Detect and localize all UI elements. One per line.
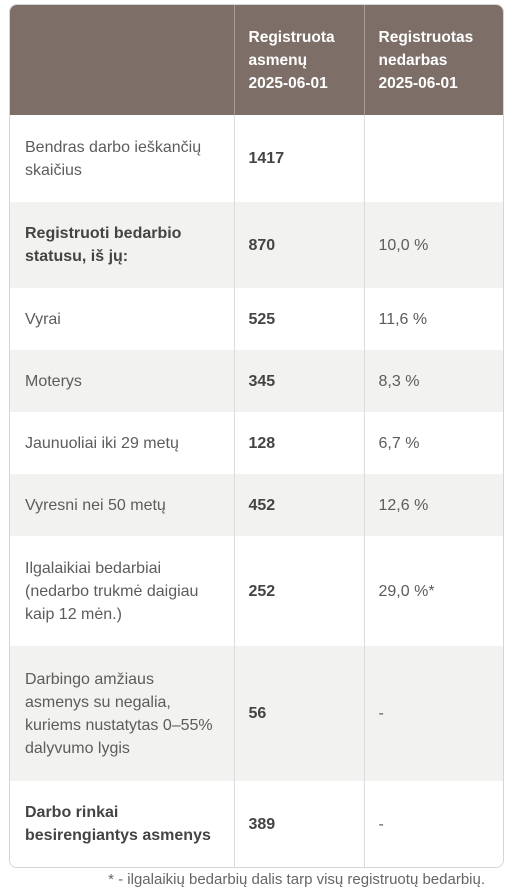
row-label: Registruoti bedarbio statusu, iš jų: xyxy=(10,202,234,288)
row-label: Vyresni nei 50 metų xyxy=(10,474,234,536)
row-count: 525 xyxy=(233,288,364,350)
table-row: Bendras darbo ieškančių skaičius 1417 xyxy=(10,115,503,202)
row-label: Jaunuoliai iki 29 metų xyxy=(10,412,234,474)
row-label: Moterys xyxy=(10,350,234,412)
row-label: Darbo rinkai besirengiantys asmenys xyxy=(10,781,234,867)
statistics-table-container: Registruota asmenų 2025-06-01 Registruot… xyxy=(9,4,504,868)
table-row: Registruoti bedarbio statusu, iš jų: 870… xyxy=(10,202,503,288)
row-rate: 10,0 % xyxy=(363,202,503,288)
unemployment-statistics-table: Registruota asmenų 2025-06-01 Registruot… xyxy=(10,5,503,867)
row-count: 1417 xyxy=(233,115,364,202)
row-rate: 8,3 % xyxy=(363,350,503,412)
table-header-row: Registruota asmenų 2025-06-01 Registruot… xyxy=(10,5,503,115)
row-count: 252 xyxy=(233,536,364,646)
row-label: Bendras darbo ieškančių skaičius xyxy=(10,115,234,202)
table-row: Jaunuoliai iki 29 metų 128 6,7 % xyxy=(10,412,503,474)
row-count: 870 xyxy=(233,202,364,288)
table-row: Ilgalaikiai bedarbiai (nedarbo trukmė da… xyxy=(10,536,503,646)
table-row: Moterys 345 8,3 % xyxy=(10,350,503,412)
row-rate: 29,0 %* xyxy=(363,536,503,646)
table-row: Darbingo amžiaus asmenys su negalia, kur… xyxy=(10,646,503,781)
header-registered-persons: Registruota asmenų 2025-06-01 xyxy=(233,5,364,115)
table-row: Darbo rinkai besirengiantys asmenys 389 … xyxy=(10,781,503,867)
row-rate: 12,6 % xyxy=(363,474,503,536)
row-count: 128 xyxy=(233,412,364,474)
table-footnote: * - ilgalaikių bedarbių dalis tarp visų … xyxy=(108,871,485,888)
row-count: 345 xyxy=(233,350,364,412)
table-row: Vyresni nei 50 metų 452 12,6 % xyxy=(10,474,503,536)
row-label: Darbingo amžiaus asmenys su negalia, kur… xyxy=(10,646,234,781)
row-count: 452 xyxy=(233,474,364,536)
header-label-column xyxy=(10,5,234,115)
row-rate: - xyxy=(363,646,503,781)
row-label: Vyrai xyxy=(10,288,234,350)
row-label: Ilgalaikiai bedarbiai (nedarbo trukmė da… xyxy=(10,536,234,646)
row-rate: 6,7 % xyxy=(363,412,503,474)
row-rate: 11,6 % xyxy=(363,288,503,350)
table-row: Vyrai 525 11,6 % xyxy=(10,288,503,350)
header-registered-unemployment: Registruotas nedarbas 2025-06-01 xyxy=(363,5,503,115)
row-count: 389 xyxy=(233,781,364,867)
row-rate xyxy=(363,115,503,202)
row-count: 56 xyxy=(233,646,364,781)
row-rate: - xyxy=(363,781,503,867)
